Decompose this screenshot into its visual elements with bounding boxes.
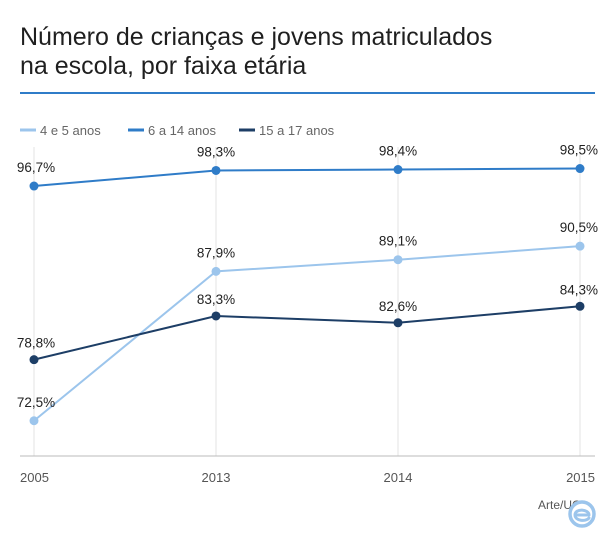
series-3-point-2015 bbox=[575, 301, 585, 311]
series-2-point-2014 bbox=[393, 165, 403, 175]
series-2-point-2015 bbox=[575, 164, 585, 174]
data-label-1-2015: 90,5% bbox=[560, 220, 598, 235]
series-2-point-2013 bbox=[211, 165, 221, 175]
data-label-2-2014: 98,4% bbox=[379, 144, 417, 159]
series-layer bbox=[29, 164, 585, 426]
uol-logo bbox=[568, 500, 596, 528]
data-labels: 72,5% 87,9% 89,1% 90,5% 96,7% 98,3% 98,4% 98,5%… bbox=[17, 143, 598, 410]
series-3-point-2013 bbox=[211, 311, 221, 321]
legend-label-1: 4 e 5 anos bbox=[40, 123, 101, 138]
series-line-2 bbox=[33, 167, 581, 188]
chart-title-line-1: Número de crianças e jovens matriculados bbox=[20, 23, 492, 51]
chart-title: Número de crianças e jovens matriculados… bbox=[20, 23, 492, 80]
series-3-point-2014 bbox=[393, 318, 403, 328]
data-label-3-2005: 78,8% bbox=[17, 336, 55, 351]
x-tick-label-2015: 2015 bbox=[566, 470, 595, 485]
legend: 4 e 5 anos 6 a 14 anos 15 a 17 anos bbox=[20, 123, 335, 138]
series-1-point-2014 bbox=[393, 255, 403, 265]
data-label-1-2005: 72,5% bbox=[17, 395, 55, 410]
legend-label-3: 15 a 17 anos bbox=[259, 123, 335, 138]
series-1-point-2015 bbox=[575, 241, 585, 251]
x-tick-label-2005: 2005 bbox=[20, 470, 49, 485]
series-3-point-2005 bbox=[29, 355, 39, 365]
series-1-point-2005 bbox=[29, 416, 39, 426]
legend-label-2: 6 a 14 anos bbox=[148, 123, 216, 138]
x-tick-label-2013: 2013 bbox=[202, 470, 231, 485]
series-2-point-2005 bbox=[29, 181, 39, 191]
chart-title-line-2: na escola, por faixa etária bbox=[20, 52, 306, 80]
data-label-3-2014: 82,6% bbox=[379, 299, 417, 314]
grid bbox=[33, 147, 581, 456]
x-axis-ticks: 2005 2013 2014 2015 bbox=[20, 470, 595, 485]
series-line-1 bbox=[33, 245, 581, 422]
x-tick-label-2014: 2014 bbox=[384, 470, 413, 485]
series-line-3 bbox=[33, 305, 581, 361]
data-label-2-2013: 98,3% bbox=[197, 144, 235, 159]
data-label-3-2013: 83,3% bbox=[197, 292, 235, 307]
data-label-3-2015: 84,3% bbox=[560, 282, 598, 297]
data-label-2-2005: 96,7% bbox=[17, 160, 55, 175]
series-1-point-2013 bbox=[211, 266, 221, 276]
data-label-2-2015: 98,5% bbox=[560, 143, 598, 158]
data-label-1-2013: 87,9% bbox=[197, 245, 235, 260]
data-label-1-2014: 89,1% bbox=[379, 234, 417, 249]
